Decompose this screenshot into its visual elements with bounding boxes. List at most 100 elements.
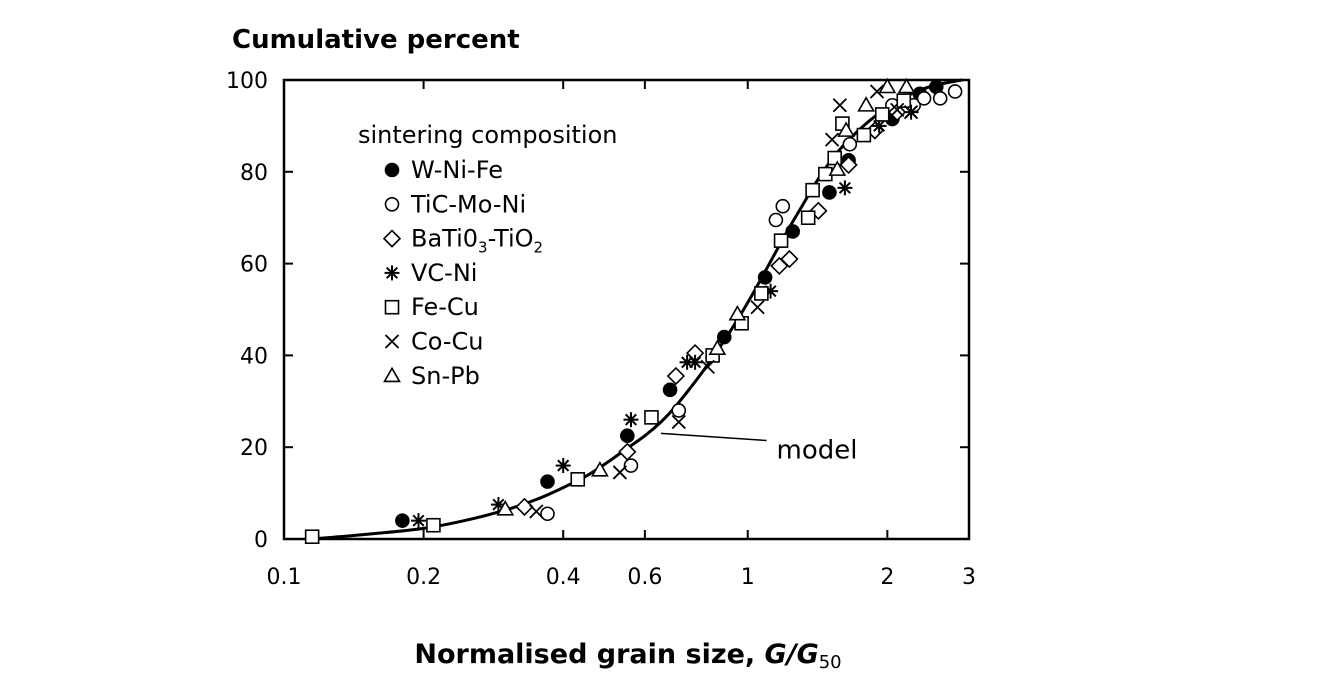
y-tick-label: 100 xyxy=(226,69,268,94)
data-point-triangle xyxy=(897,77,916,94)
y-tick-label: 0 xyxy=(254,528,268,553)
data-point-asterisk xyxy=(687,354,703,370)
annotation-leader-line xyxy=(660,432,767,442)
legend-label: W-Ni-Fe xyxy=(411,156,503,184)
data-point-triangle xyxy=(591,461,609,477)
data-point-diamond xyxy=(618,442,637,461)
data-point-cross xyxy=(700,359,715,375)
data-point-open-circle xyxy=(768,212,784,228)
data-point-open-circle xyxy=(775,198,791,214)
data-point-asterisk xyxy=(837,180,853,196)
x-axis-label-subscript: 50 xyxy=(819,652,842,673)
data-point-cross xyxy=(671,414,686,430)
data-point-diamond xyxy=(780,249,799,269)
data-point-triangle xyxy=(496,500,515,516)
data-point-open-circle xyxy=(540,506,555,522)
data-point-square xyxy=(304,529,320,545)
data-point-square xyxy=(800,210,816,225)
data-point-cross xyxy=(890,102,905,117)
x-tick-label: 0.2 xyxy=(406,565,441,590)
x-tick-label: 1 xyxy=(741,565,755,590)
data-point-filled-circle xyxy=(757,270,773,285)
data-point-square xyxy=(856,127,872,143)
y-tick-label: 40 xyxy=(240,344,268,369)
x-tick-label: 2 xyxy=(880,565,894,590)
data-points xyxy=(304,77,963,545)
data-point-filled-circle xyxy=(395,513,410,528)
data-point-cross xyxy=(824,132,840,147)
data-point-square xyxy=(644,410,659,425)
data-point-open-circle xyxy=(623,458,639,473)
x-axis-label-italic: G/G xyxy=(765,639,819,670)
legend: sintering composition W-Ni-Fe TiC-Mo-Ni Ba… xyxy=(358,121,618,390)
legend-marker-triangle xyxy=(383,366,401,383)
x-tick-label: 3 xyxy=(962,565,976,590)
data-point-open-circle xyxy=(842,136,858,152)
plot-frame xyxy=(282,78,971,541)
data-point-open-circle xyxy=(947,84,963,99)
legend-label: VC-Ni xyxy=(411,259,477,287)
legend-label: Co-Cu xyxy=(411,328,484,356)
data-point-asterisk xyxy=(411,513,427,529)
data-point-triangle xyxy=(828,160,847,176)
data-point-cross xyxy=(612,465,628,480)
data-point-square xyxy=(570,472,586,487)
data-point-triangle xyxy=(857,96,875,112)
x-axis-label-main: Normalised grain size, xyxy=(414,639,764,670)
data-point-diamond xyxy=(888,102,907,122)
legend-marker-open-circle xyxy=(384,197,400,212)
data-point-square xyxy=(874,107,890,122)
data-point-square xyxy=(754,286,769,301)
legend-label: BaTi03-TiO2 xyxy=(411,225,543,257)
y-tick-label: 20 xyxy=(240,436,268,461)
axis-tick-labels: 0.1 0.2 0.4 0.6 1 2 3 0 20 40 60 80 100 xyxy=(226,69,976,590)
data-point-filled-circle xyxy=(540,474,555,489)
legend-label: Sn-Pb xyxy=(411,362,480,390)
data-point-filled-circle xyxy=(620,428,635,444)
data-point-square xyxy=(805,182,820,198)
legend-label: TiC-Mo-Ni xyxy=(410,190,526,218)
data-point-triangle xyxy=(728,304,747,321)
data-point-triangle xyxy=(837,121,856,137)
legend-title: sintering composition xyxy=(358,121,618,149)
data-point-cross xyxy=(832,98,848,113)
legend-marker-diamond xyxy=(382,229,402,248)
data-point-triangle xyxy=(708,339,727,355)
legend-marker-square xyxy=(384,299,400,315)
data-point-square xyxy=(426,517,441,533)
data-point-square xyxy=(827,150,843,166)
data-point-square xyxy=(773,233,789,248)
data-point-cross xyxy=(529,504,544,519)
data-point-open-circle xyxy=(932,91,948,106)
data-point-asterisk xyxy=(623,412,639,428)
data-point-asterisk xyxy=(555,458,571,474)
data-point-diamond xyxy=(839,155,858,175)
legend-label: Fe-Cu xyxy=(411,293,479,321)
y-tick-label: 80 xyxy=(240,161,268,186)
data-point-cross xyxy=(903,104,919,120)
data-point-filled-circle xyxy=(785,224,800,239)
legend-marker-asterisk xyxy=(384,265,400,281)
data-point-filled-circle xyxy=(662,382,678,398)
legend-marker-cross xyxy=(384,334,400,349)
y-axis-label: Cumulative percent xyxy=(232,25,520,55)
data-point-open-circle xyxy=(671,403,687,418)
data-point-square xyxy=(896,93,912,108)
data-point-diamond xyxy=(666,366,686,386)
x-tick-label: 0.6 xyxy=(627,565,662,590)
legend-marker-filled-circle xyxy=(384,162,400,178)
x-tick-label: 0.1 xyxy=(267,565,302,590)
data-point-diamond xyxy=(515,497,534,517)
y-tick-label: 60 xyxy=(240,253,268,278)
data-point-open-circle xyxy=(916,91,932,106)
x-tick-label: 0.4 xyxy=(546,565,581,590)
data-point-cross xyxy=(869,84,885,99)
data-point-cross xyxy=(750,300,765,315)
data-point-filled-circle xyxy=(716,329,732,345)
data-point-triangle xyxy=(878,77,897,94)
x-axis-label: Normalised grain size, G/G50 xyxy=(414,639,841,673)
annotation-label: model xyxy=(777,435,858,465)
data-point-filled-circle xyxy=(822,185,837,200)
